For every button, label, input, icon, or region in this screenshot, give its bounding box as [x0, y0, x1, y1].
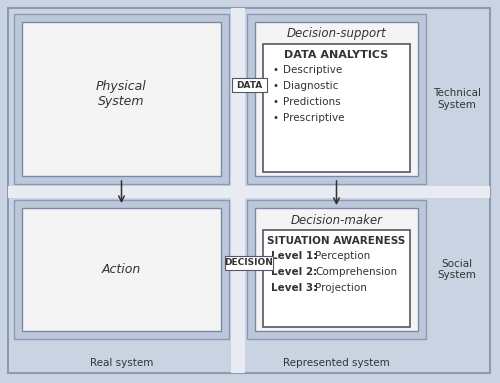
Text: DATA: DATA: [236, 81, 262, 90]
Text: •: •: [273, 81, 279, 91]
Text: •: •: [273, 113, 279, 123]
Text: Projection: Projection: [315, 283, 367, 293]
Text: Perception: Perception: [315, 251, 370, 261]
Text: Represented system: Represented system: [283, 358, 390, 368]
Bar: [263, 44, 410, 172]
Text: Level 1:: Level 1:: [271, 251, 318, 261]
Bar: [14, 200, 229, 339]
Bar: [255, 22, 418, 176]
Text: Level 2:: Level 2:: [271, 267, 318, 277]
Bar: [225, 255, 273, 270]
Bar: [255, 208, 418, 331]
Bar: [247, 200, 426, 339]
Text: SITUATION AWARENESS: SITUATION AWARENESS: [268, 236, 406, 246]
Text: DECISION: DECISION: [224, 258, 274, 267]
Bar: [8, 186, 490, 198]
Text: •: •: [273, 97, 279, 107]
Text: Prescriptive: Prescriptive: [283, 113, 344, 123]
Text: •: •: [273, 65, 279, 75]
Text: Descriptive: Descriptive: [283, 65, 342, 75]
Bar: [232, 79, 267, 92]
Text: Diagnostic: Diagnostic: [283, 81, 339, 91]
Text: Real system: Real system: [90, 358, 153, 368]
Text: Technical
System: Technical System: [433, 88, 481, 110]
Bar: [22, 208, 221, 331]
Bar: [22, 22, 221, 176]
Bar: [14, 14, 229, 184]
Bar: [231, 8, 245, 373]
Text: Decision-maker: Decision-maker: [290, 213, 382, 226]
Text: Physical
System: Physical System: [96, 80, 147, 108]
Text: Predictions: Predictions: [283, 97, 341, 107]
Text: Action: Action: [102, 263, 141, 276]
Text: DATA ANALYTICS: DATA ANALYTICS: [284, 50, 389, 60]
Bar: [263, 230, 410, 327]
Bar: [247, 14, 426, 184]
Text: Level 3:: Level 3:: [271, 283, 318, 293]
Text: Decision-support: Decision-support: [286, 28, 386, 41]
Text: Social
System: Social System: [438, 259, 476, 280]
Text: Comprehension: Comprehension: [315, 267, 397, 277]
